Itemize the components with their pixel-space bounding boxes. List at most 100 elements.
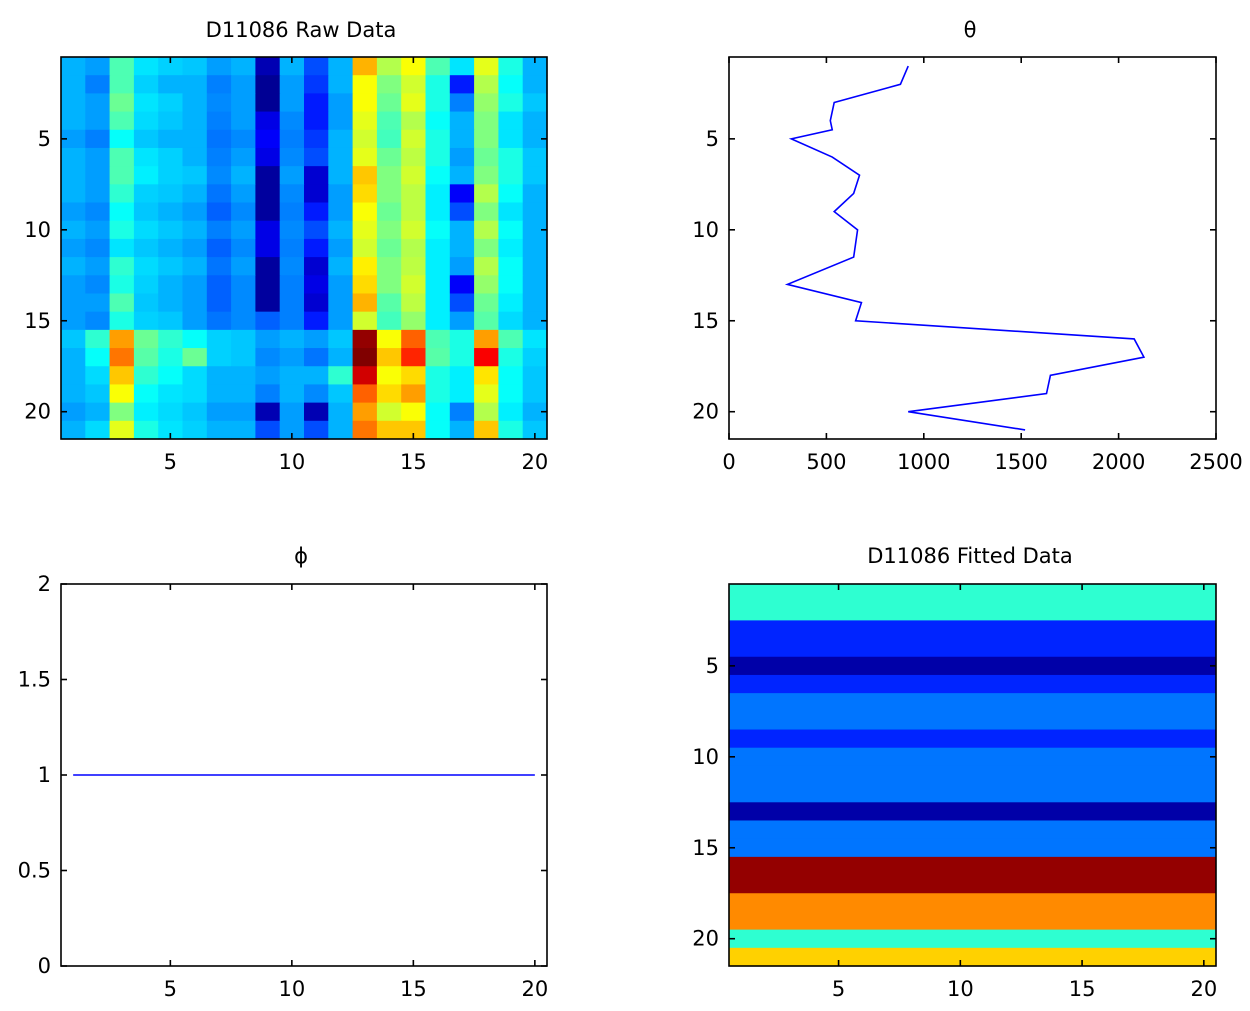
raw-data-cell (231, 202, 256, 222)
raw-data-cell (449, 238, 475, 258)
raw-data-cell (158, 311, 184, 331)
raw-data-cell (206, 147, 232, 167)
raw-data-cell (279, 184, 305, 204)
raw-data-cell (231, 220, 256, 240)
raw-data-cell (376, 293, 402, 313)
raw-data-cell (449, 366, 475, 386)
raw-data-cell (498, 93, 524, 113)
raw-data-cell (158, 202, 184, 222)
raw-data-cell (279, 329, 305, 349)
raw-data-cell (474, 402, 499, 422)
raw-data-cell (328, 129, 354, 149)
raw-data-cell (109, 166, 135, 185)
fitted-data-x-tick-label: 15 (1069, 977, 1096, 1001)
raw-data-cell (206, 366, 232, 386)
fitted-data-title: D11086 Fitted Data (867, 544, 1073, 568)
raw-data-cell (474, 202, 499, 222)
raw-data-cell (328, 366, 354, 386)
raw-data-cell (425, 93, 451, 113)
raw-data-cell (255, 238, 281, 258)
raw-data-cell (328, 293, 354, 313)
raw-data-cell (85, 348, 111, 367)
raw-data-cell (304, 93, 329, 113)
raw-data-cell (255, 311, 281, 331)
fitted-data-band (729, 784, 1216, 803)
raw-data-cell (158, 184, 184, 204)
raw-data-cell (158, 257, 184, 276)
raw-data-cell (376, 329, 402, 349)
raw-data-cell (255, 348, 281, 367)
raw-data-cell (376, 384, 402, 404)
raw-data-x-tick-label: 15 (400, 450, 427, 474)
theta-x-tick-label: 500 (806, 450, 846, 474)
raw-data-cell (61, 184, 86, 204)
raw-data-cell (85, 111, 111, 131)
raw-data-cell (109, 220, 135, 240)
raw-data-cell (304, 366, 329, 386)
raw-data-cell (133, 402, 159, 422)
theta-y-tick-label: 15 (692, 309, 719, 333)
raw-data-cell (352, 75, 378, 94)
raw-data-cell (352, 311, 378, 331)
fitted-data-band (729, 838, 1216, 858)
raw-data-cell (158, 238, 184, 258)
raw-data-cell (279, 147, 305, 167)
raw-data-cell (449, 311, 475, 331)
raw-data-cell (133, 293, 159, 313)
raw-data-cell (231, 166, 256, 185)
raw-data-cell (376, 93, 402, 113)
raw-data-cell (352, 257, 378, 276)
raw-data-cell (61, 329, 86, 349)
raw-data-cell (182, 257, 208, 276)
raw-data-cell (279, 57, 305, 76)
raw-data-cell (328, 238, 354, 258)
raw-data-cell (474, 166, 499, 185)
fitted-data-band (729, 765, 1216, 785)
raw-data-cell (352, 348, 378, 367)
raw-data-cell (522, 220, 548, 240)
raw-data-cell (182, 129, 208, 149)
raw-data-cell (376, 147, 402, 167)
raw-data-cell (279, 238, 305, 258)
raw-data-cell (522, 329, 548, 349)
raw-data-cell (109, 293, 135, 313)
raw-data-cell (182, 402, 208, 422)
raw-data-cell (522, 129, 548, 149)
raw-data-cell (498, 129, 524, 149)
raw-data-cell (61, 147, 86, 167)
raw-data-cell (376, 275, 402, 295)
raw-data-cell (425, 348, 451, 367)
raw-data-cell (61, 293, 86, 313)
raw-data-cell (206, 384, 232, 404)
phi-panel: ϕ 5 10 15 20 0 0.5 1 1.5 2 (18, 544, 549, 1001)
fitted-data-band (729, 602, 1216, 621)
raw-data-cell (474, 293, 499, 313)
fitted-data-band (729, 584, 1216, 603)
raw-data-cell (498, 220, 524, 240)
theta-y-tick-label: 10 (692, 218, 719, 242)
fitted-data-band (729, 711, 1216, 731)
raw-data-cell (61, 348, 86, 367)
raw-data-cell (401, 111, 427, 131)
raw-data-cell (231, 111, 256, 131)
raw-data-cell (352, 111, 378, 131)
raw-data-cell (304, 311, 329, 331)
raw-data-cell (401, 348, 427, 367)
raw-data-cell (255, 275, 281, 295)
raw-data-cell (304, 111, 329, 131)
raw-data-cell (522, 147, 548, 167)
raw-data-cell (133, 202, 159, 222)
raw-data-cell (376, 366, 402, 386)
raw-data-cell (158, 384, 184, 404)
raw-data-cell (474, 75, 499, 94)
raw-data-cell (133, 184, 159, 204)
raw-data-cell (133, 93, 159, 113)
phi-x-tick-label: 15 (400, 977, 427, 1001)
raw-data-cell (328, 420, 354, 440)
raw-data-cell (474, 366, 499, 386)
raw-data-cell (522, 184, 548, 204)
raw-data-cell (182, 93, 208, 113)
raw-data-cell (109, 75, 135, 94)
raw-data-cell (449, 220, 475, 240)
